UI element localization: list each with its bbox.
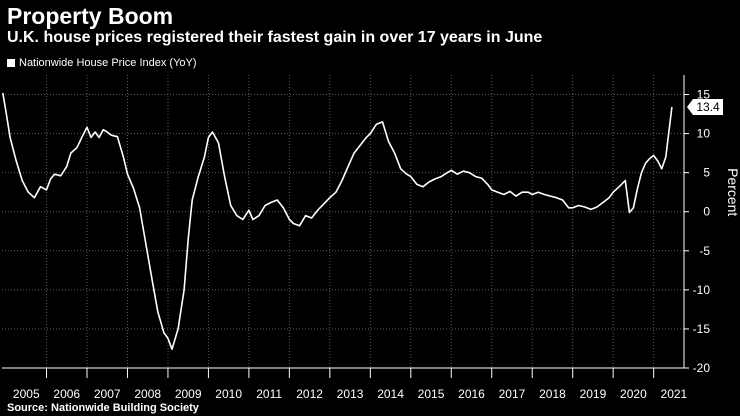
- y-tick-label: -15: [693, 322, 711, 336]
- y-axis-ticks: 15 10 5 0 -5 -10 -15 -20: [684, 88, 710, 375]
- last-value-label: 13.4: [696, 100, 720, 114]
- x-tick-label: 2012: [296, 387, 323, 401]
- y-tick-label: 0: [703, 205, 710, 219]
- x-tick-label: 2013: [337, 387, 364, 401]
- y-tick-label: -10: [693, 283, 711, 297]
- x-tick-label: 2019: [580, 387, 607, 401]
- source-note: Source: Nationwide Building Society: [7, 402, 199, 414]
- x-tick-label: 2009: [175, 387, 202, 401]
- y-tick-label: 5: [703, 166, 710, 180]
- x-tick-label: 2006: [53, 387, 80, 401]
- x-tick-label: 2014: [377, 387, 404, 401]
- x-tick-label: 2015: [418, 387, 445, 401]
- x-tick-label: 2021: [661, 387, 688, 401]
- chart-title: Property Boom: [7, 3, 174, 29]
- x-tick-label: 2016: [458, 387, 485, 401]
- legend-swatch: [7, 59, 15, 67]
- x-tick-label: 2020: [620, 387, 647, 401]
- x-tick-label: 2008: [134, 387, 161, 401]
- axes: [2, 75, 685, 369]
- y-tick-label: 15: [697, 88, 711, 102]
- x-tick-label: 2005: [13, 387, 40, 401]
- x-tick-label: 2018: [539, 387, 566, 401]
- series-layer: [2, 92, 673, 351]
- x-tick-label: 2007: [94, 387, 121, 401]
- last-value-callout: 13.4: [687, 99, 723, 116]
- last-value-box: [687, 99, 723, 116]
- x-tick-label: 2011: [256, 387, 282, 401]
- legend-label: Nationwide House Price Index (YoY): [19, 57, 197, 69]
- x-axis-ticks: 2005 2006 2007 2008 2009 2010 2011 2012 2013 2014…: [13, 368, 688, 401]
- x-tick-label: 2010: [215, 387, 242, 401]
- series-line: [2, 92, 673, 351]
- x-tick-label: 2017: [499, 387, 526, 401]
- y-tick-label: 10: [697, 127, 711, 141]
- grid-lines: [2, 75, 684, 369]
- y-tick-label: -5: [699, 244, 710, 258]
- chart-subtitle: U.K. house prices registered their faste…: [7, 29, 543, 46]
- chart-legend: Nationwide House Price Index (YoY): [7, 56, 197, 70]
- y-tick-label: -20: [693, 361, 711, 375]
- y-axis-label: Percent: [725, 168, 740, 216]
